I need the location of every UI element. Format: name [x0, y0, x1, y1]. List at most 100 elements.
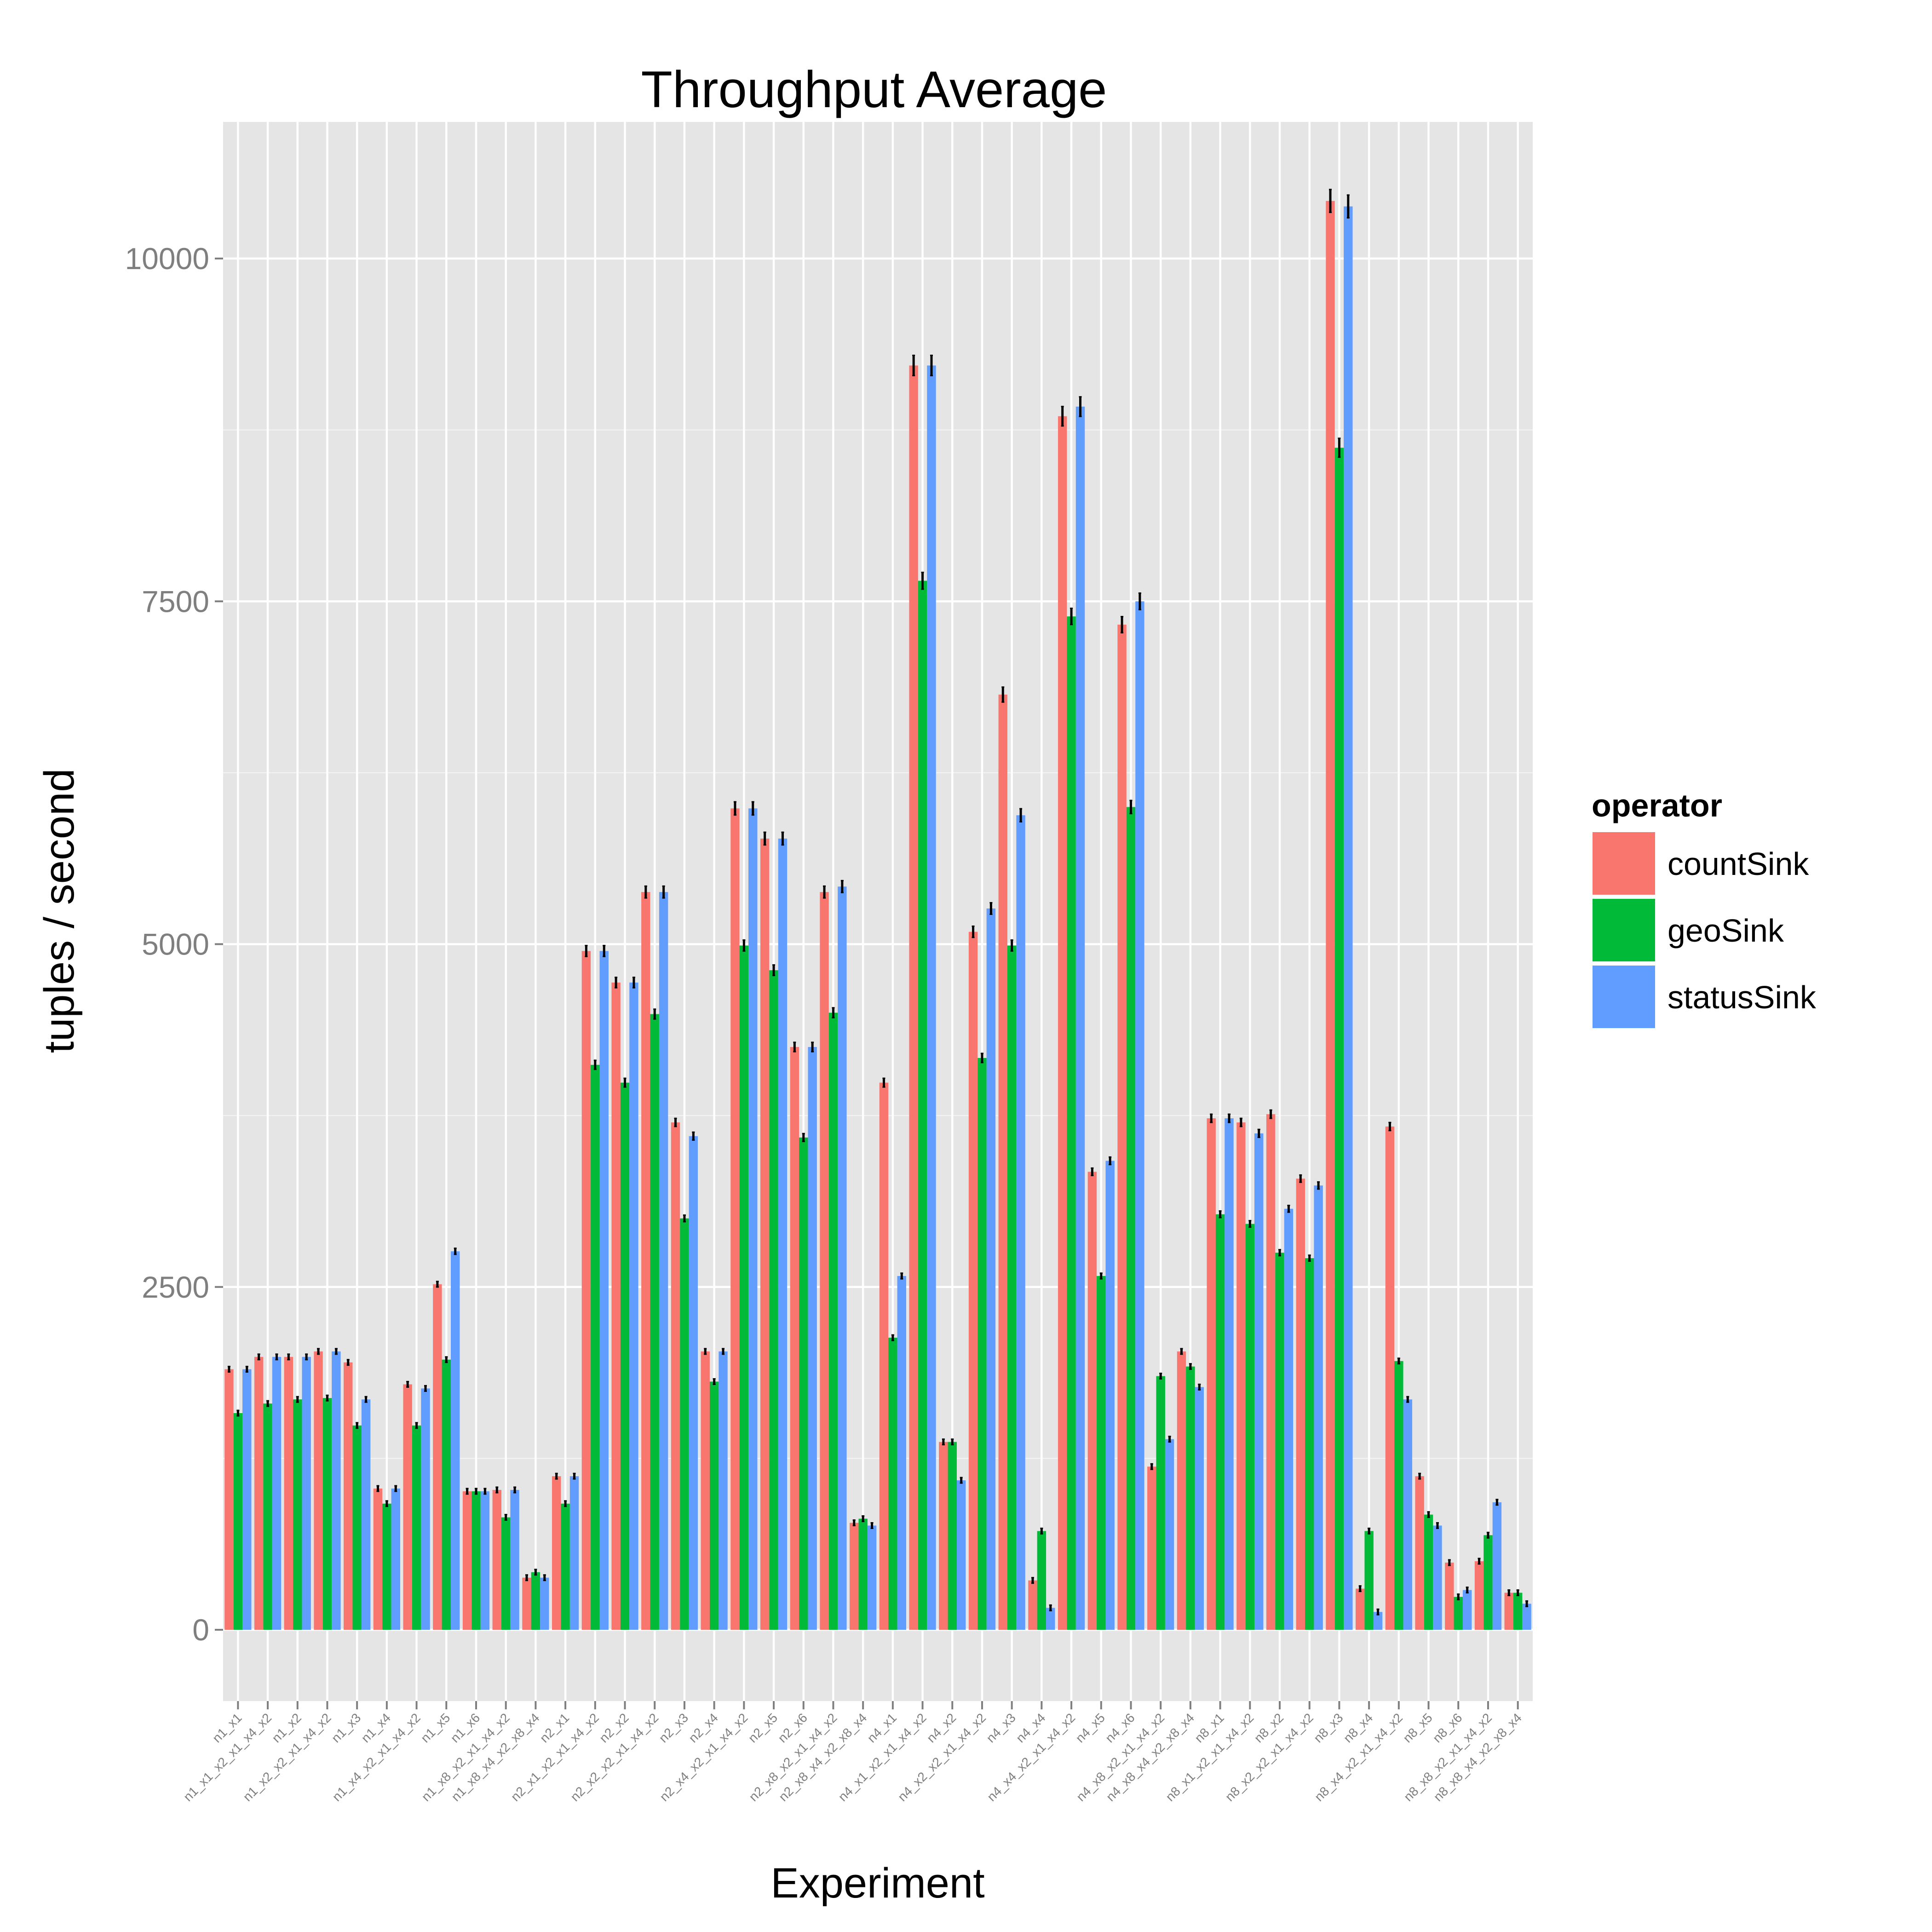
bar-statusSink-n8_x8_x4_x2_x8_x4	[1522, 1604, 1531, 1630]
bar-geoSink-n2_x4	[709, 1381, 719, 1630]
bar-statusSink-n2_x8_x2_x1_x4_x2	[838, 886, 847, 1630]
bar-countSink-n2_x6	[790, 1047, 799, 1630]
x-axis: n1_x1n1_x1_x2_x1_x4_x2n1_x2n1_x2_x2_x1_x…	[181, 1701, 1524, 1804]
bar-statusSink-n4_x1	[897, 1276, 906, 1630]
bar-countSink-n1_x8_x2_x1_x4_x2	[492, 1489, 501, 1630]
y-tick-label: 2500	[142, 1270, 209, 1304]
bar-geoSink-n4_x2	[948, 1442, 957, 1630]
bar-geoSink-n4_x5	[1097, 1276, 1106, 1630]
bar-statusSink-n2_x1_x2_x1_x4_x2	[599, 951, 609, 1630]
bar-countSink-n8_x5	[1415, 1476, 1424, 1630]
bar-geoSink-n1_x4_x2_x1_x4_x2	[412, 1425, 421, 1630]
bar-countSink-n2_x8_x2_x1_x4_x2	[820, 892, 829, 1630]
bar-countSink-n4_x6	[1117, 624, 1127, 1630]
bar-countSink-n8_x8_x4_x2_x8_x4	[1504, 1593, 1513, 1630]
bar-statusSink-n4_x1_x2_x1_x4_x2	[927, 365, 936, 1630]
x-tick-label: n4_x3	[983, 1710, 1018, 1745]
bar-statusSink-n8_x1	[1225, 1118, 1234, 1630]
bar-geoSink-n4_x1_x2_x1_x4_x2	[918, 581, 927, 1630]
bar-geoSink-n2_x2	[620, 1082, 630, 1630]
bar-statusSink-n2_x2	[629, 982, 638, 1630]
bar-geoSink-n4_x2_x2_x1_x4_x2	[978, 1058, 987, 1630]
bar-countSink-n4_x8_x4_x2_x8_x4	[1177, 1351, 1186, 1630]
bar-statusSink-n1_x2_x2_x1_x4_x2	[332, 1351, 341, 1630]
bar-statusSink-n2_x6	[808, 1047, 817, 1630]
legend-key-statusSink	[1591, 964, 1657, 1030]
bar-countSink-n2_x2	[611, 982, 621, 1630]
bars	[224, 201, 1531, 1630]
bar-statusSink-n4_x6	[1135, 601, 1144, 1630]
bar-countSink-n2_x4	[701, 1351, 710, 1630]
bar-statusSink-n8_x4	[1373, 1612, 1383, 1630]
bar-statusSink-n1_x1	[242, 1369, 252, 1630]
bar-statusSink-n2_x4_x2_x1_x4_x2	[748, 808, 758, 1630]
y-tick-label: 7500	[142, 584, 209, 618]
bar-geoSink-n4_x4_x2_x1_x4_x2	[1067, 616, 1076, 1630]
x-tick-label: n2_x3	[656, 1710, 691, 1745]
bar-geoSink-n8_x8_x4_x2_x8_x4	[1513, 1593, 1523, 1630]
bar-statusSink-n4_x8_x4_x2_x8_x4	[1195, 1387, 1204, 1630]
bar-countSink-n8_x4_x2_x1_x4_x2	[1385, 1126, 1395, 1630]
bar-geoSink-n1_x3	[352, 1425, 362, 1630]
legend-label-geoSink: geoSink	[1668, 913, 1784, 949]
bar-geoSink-n8_x2	[1275, 1253, 1284, 1630]
bar-statusSink-n1_x4	[391, 1488, 400, 1630]
bar-geoSink-n1_x2	[293, 1399, 302, 1630]
bar-geoSink-n8_x1	[1215, 1214, 1225, 1630]
bar-geoSink-n2_x8_x4_x2_x8_x4	[858, 1518, 868, 1630]
bar-geoSink-n8_x1_x2_x1_x4_x2	[1245, 1224, 1255, 1630]
bar-countSink-n4_x2_x2_x1_x4_x2	[968, 932, 978, 1630]
bar-geoSink-n2_x1	[561, 1503, 570, 1630]
bar-statusSink-n4_x4_x2_x1_x4_x2	[1075, 406, 1085, 1630]
bar-countSink-n4_x4_x2_x1_x4_x2	[1058, 416, 1067, 1630]
bar-countSink-n4_x2	[939, 1442, 948, 1630]
bar-countSink-n8_x2_x2_x1_x4_x2	[1296, 1179, 1305, 1630]
bar-statusSink-n2_x3	[689, 1136, 698, 1630]
bar-statusSink-n8_x6	[1462, 1590, 1472, 1630]
bar-statusSink-n4_x8_x2_x1_x4_x2	[1165, 1439, 1174, 1630]
bar-geoSink-n8_x6	[1454, 1597, 1463, 1630]
bar-countSink-n4_x1	[879, 1082, 889, 1630]
legend-key-countSink	[1591, 830, 1657, 897]
bar-geoSink-n4_x8_x4_x2_x8_x4	[1186, 1366, 1195, 1630]
bar-geoSink-n2_x2_x2_x1_x4_x2	[650, 1014, 659, 1630]
bar-geoSink-n4_x1	[888, 1338, 897, 1630]
legend-key-geoSink	[1591, 897, 1657, 963]
bar-countSink-n2_x3	[671, 1122, 680, 1630]
x-tick-label: n8_x3	[1311, 1710, 1346, 1745]
bar-geoSink-n1_x8_x2_x1_x4_x2	[501, 1517, 511, 1630]
bar-statusSink-n8_x4_x2_x1_x4_x2	[1403, 1399, 1412, 1630]
legend-label-countSink: countSink	[1668, 846, 1809, 882]
bar-geoSink-n1_x1_x2_x1_x4_x2	[263, 1403, 272, 1630]
bar-countSink-n1_x1	[224, 1369, 234, 1630]
bar-statusSink-n4_x2_x2_x1_x4_x2	[986, 908, 996, 1630]
bar-countSink-n1_x2_x2_x1_x4_x2	[314, 1351, 323, 1630]
bar-countSink-n2_x8_x4_x2_x8_x4	[850, 1523, 859, 1630]
bar-geoSink-n8_x4	[1364, 1531, 1374, 1630]
bar-countSink-n4_x3	[998, 694, 1007, 1630]
bar-countSink-n8_x2	[1266, 1114, 1276, 1630]
bar-countSink-n1_x8_x4_x2_x8_x4	[522, 1577, 531, 1630]
bar-geoSink-n2_x8_x2_x1_x4_x2	[828, 1012, 838, 1630]
bar-geoSink-n1_x2_x2_x1_x4_x2	[322, 1398, 332, 1630]
y-axis: 0 2500 5000 7500 10000	[125, 242, 223, 1647]
bar-countSink-n8_x3	[1326, 201, 1335, 1630]
bar-statusSink-n2_x4	[719, 1351, 728, 1630]
x-tick-label: n4_x5	[1073, 1710, 1108, 1745]
y-tick-label: 5000	[142, 927, 209, 961]
bar-countSink-n4_x8_x2_x1_x4_x2	[1147, 1466, 1156, 1630]
bar-geoSink-n1_x1	[233, 1413, 243, 1630]
bar-countSink-n2_x1	[552, 1476, 561, 1630]
bar-geoSink-n2_x4_x2_x1_x4_x2	[739, 945, 749, 1630]
legend-title: operator	[1592, 788, 1722, 823]
bar-countSink-n1_x6	[462, 1491, 472, 1630]
bar-geoSink-n1_x5	[442, 1359, 451, 1630]
bar-statusSink-n2_x2_x2_x1_x4_x2	[659, 892, 668, 1630]
chart-title: Throughput Average	[641, 61, 1107, 118]
bar-statusSink-n4_x2	[956, 1480, 966, 1630]
bar-geoSink-n8_x8_x2_x1_x4_x2	[1484, 1535, 1493, 1630]
bar-statusSink-n1_x4_x2_x1_x4_x2	[421, 1388, 430, 1630]
bar-countSink-n8_x1_x2_x1_x4_x2	[1236, 1122, 1246, 1630]
bar-statusSink-n2_x5	[778, 838, 788, 1630]
bar-countSink-n2_x2_x2_x1_x4_x2	[641, 892, 650, 1630]
